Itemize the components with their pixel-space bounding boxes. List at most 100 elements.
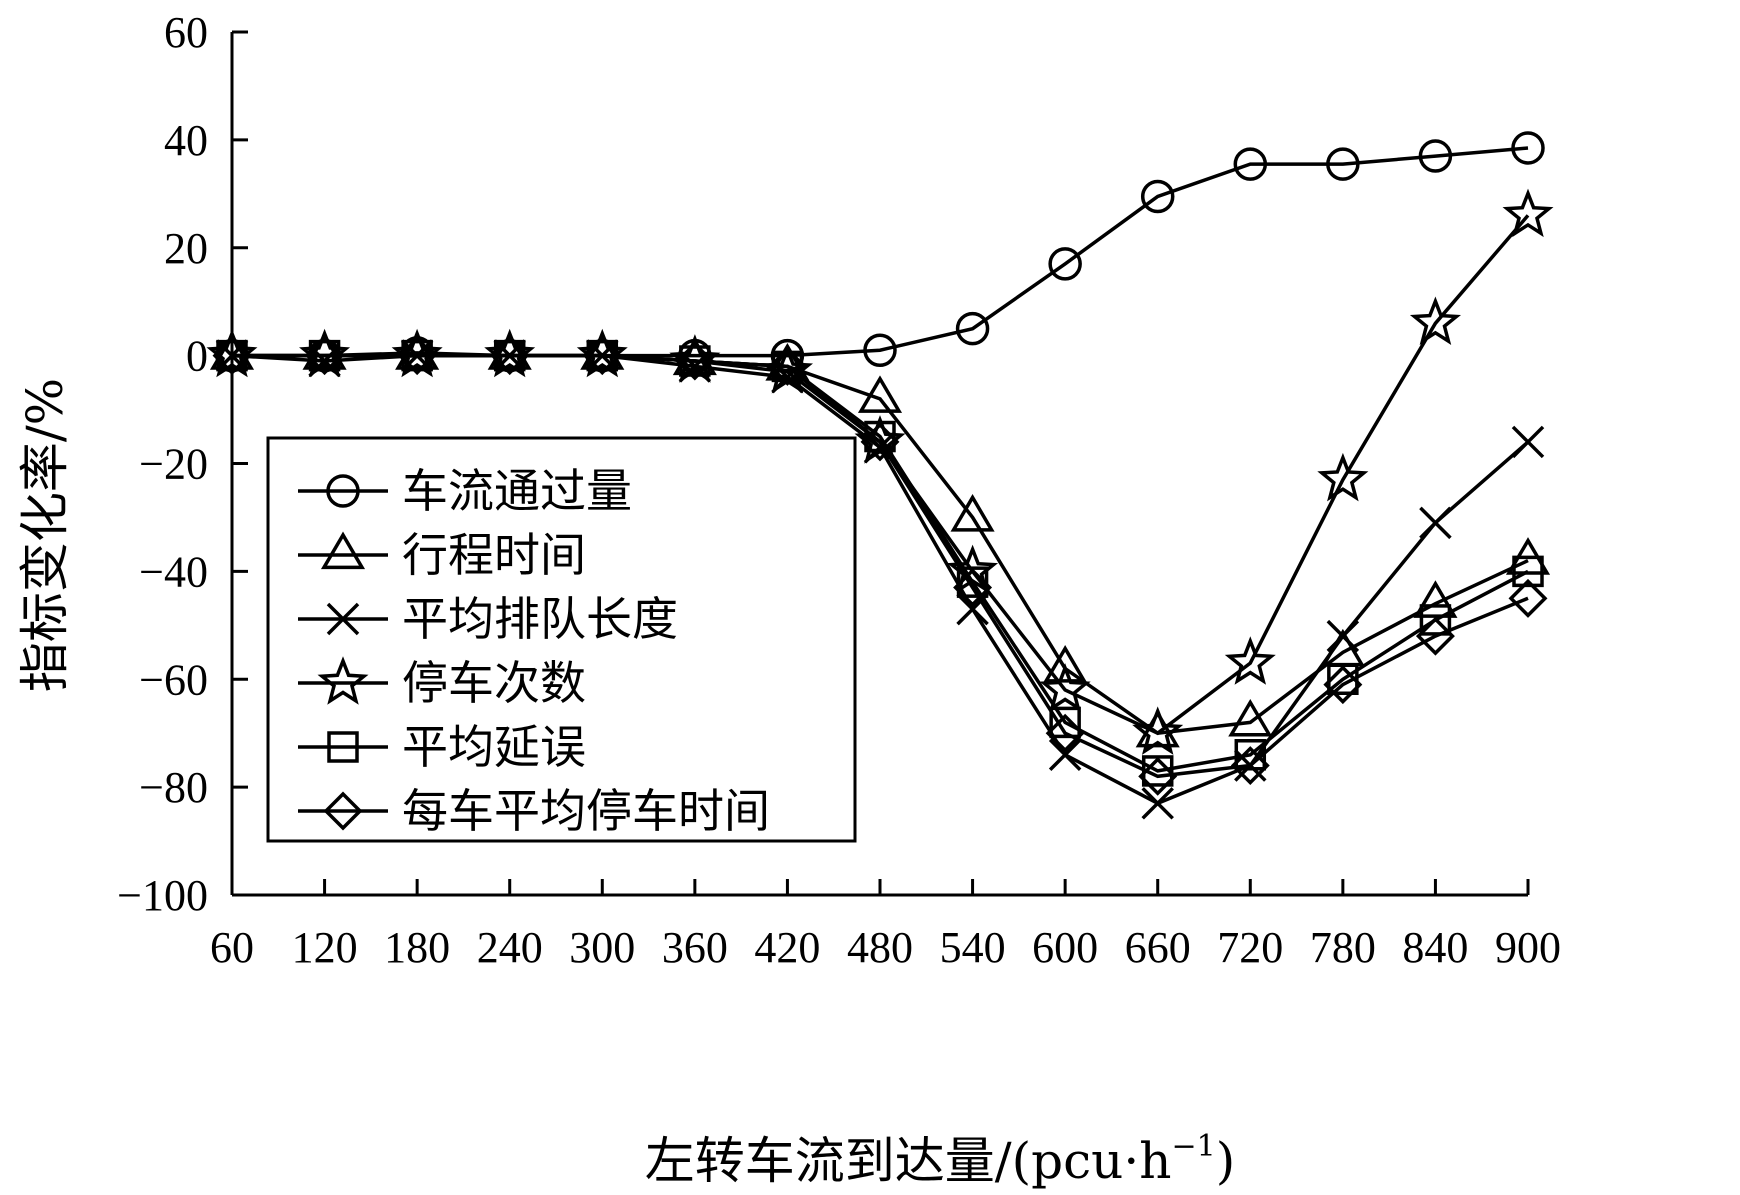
x-tick-label: 420 [754, 923, 820, 972]
data-point-diamond [675, 341, 715, 381]
data-point-diamond [860, 422, 900, 462]
x-tick-label: 180 [384, 923, 450, 972]
data-point-circle [955, 311, 990, 346]
legend-marker-star [317, 656, 369, 705]
data-point-star [299, 328, 351, 378]
legend-label: 每车平均停车时间 [402, 784, 770, 838]
data-point-star [484, 328, 536, 378]
data-point-cross [1419, 506, 1452, 540]
legend-item: 每车平均停车时间 [298, 784, 770, 838]
legend-marker-square [327, 731, 359, 763]
y-tick-label: 40 [164, 116, 208, 165]
data-point-circle [1511, 131, 1545, 165]
y-tick-label: 0 [186, 332, 208, 381]
legend-box [266, 436, 857, 843]
legend-item: 平均延误 [298, 720, 586, 774]
data-point-circle [1048, 247, 1082, 281]
data-point-star [669, 334, 721, 383]
x-tick-label: 780 [1310, 923, 1376, 972]
data-point-diamond [1415, 616, 1455, 656]
legend-item: 停车次数 [298, 656, 586, 710]
data-point-diamond [1138, 756, 1178, 796]
data-point-diamond [1230, 746, 1270, 786]
data-point-star [1132, 706, 1184, 755]
legend-label: 行程时间 [402, 528, 586, 582]
data-point-circle [1140, 179, 1175, 214]
data-point-triangle [857, 375, 903, 413]
series-layer [206, 131, 1554, 820]
data-point-triangle [1043, 645, 1088, 683]
legend-marker-circle [326, 474, 360, 508]
data-point-star [1409, 296, 1461, 346]
x-tick-label: 660 [1125, 923, 1191, 972]
data-point-circle [863, 333, 897, 367]
data-point-star [1502, 188, 1554, 238]
legend-item: 平均排队长度 [298, 592, 678, 646]
data-point-diamond [397, 336, 437, 376]
data-point-diamond [1323, 665, 1363, 705]
legend-item: 行程时间 [298, 528, 586, 582]
x-tick-label: 540 [940, 923, 1006, 972]
data-point-star [391, 328, 443, 378]
data-point-star [1039, 663, 1091, 712]
y-tick-label: −60 [139, 655, 208, 704]
data-point-star [1317, 452, 1369, 502]
series-diamond [212, 336, 1548, 796]
data-point-diamond [490, 336, 530, 376]
series-line [232, 146, 1529, 358]
x-tick-label: 360 [662, 923, 728, 972]
data-point-diamond [212, 336, 252, 376]
x-axis-title-superscript: −1 [1171, 1129, 1215, 1164]
x-axis-title-close: ) [1216, 1132, 1236, 1190]
x-tick-label: 60 [210, 923, 254, 972]
legend-label: 停车次数 [402, 656, 586, 710]
data-point-circle [1418, 139, 1453, 173]
series-line [232, 353, 1529, 779]
data-point-triangle [1413, 580, 1458, 618]
data-point-cross [1141, 787, 1174, 820]
legend-label: 车流通过量 [402, 464, 632, 518]
x-tick-label: 600 [1032, 923, 1098, 972]
data-point-square [1049, 706, 1081, 739]
data-point-cross [1326, 619, 1360, 653]
data-point-square [1512, 555, 1544, 588]
legend-label: 平均延误 [402, 720, 586, 774]
y-tick-label: −80 [139, 763, 208, 812]
legend-marker-triangle [320, 531, 366, 570]
y-tick-label: −100 [117, 871, 208, 920]
data-point-circle [1326, 147, 1360, 181]
x-tick-label: 480 [847, 923, 913, 972]
data-point-triangle [950, 493, 995, 532]
x-tick-label: 720 [1217, 923, 1283, 972]
x-tick-label: 900 [1495, 923, 1561, 972]
data-point-star [206, 328, 258, 378]
legend-marker-diamond [323, 791, 363, 831]
x-tick-label: 240 [477, 923, 543, 972]
x-tick-label: 840 [1402, 923, 1468, 972]
data-point-diamond [953, 568, 993, 608]
data-point-diamond [582, 336, 622, 376]
data-point-diamond [767, 346, 807, 386]
data-point-diamond [1508, 578, 1548, 618]
data-point-square [1419, 604, 1452, 636]
data-point-diamond [1045, 713, 1085, 753]
data-point-star [1224, 636, 1276, 685]
x-tick-label: 300 [569, 923, 635, 972]
x-axis-title: 左转车流到达量/(pcu·h−1) [645, 1129, 1235, 1190]
y-tick-label: −20 [139, 440, 208, 489]
y-tick-label: −40 [139, 547, 208, 596]
legend-item: 车流通过量 [298, 464, 632, 518]
data-point-diamond [305, 336, 345, 376]
y-axis-title: 指标变化率/% [16, 378, 74, 692]
y-tick-label: 60 [164, 8, 208, 57]
legend-marker-cross [326, 602, 360, 636]
x-axis-title-main: 左转车流到达量/(pcu·h [645, 1132, 1172, 1190]
x-tick-label: 120 [292, 923, 358, 972]
data-point-circle [1233, 147, 1268, 181]
data-point-cross [1511, 425, 1545, 459]
data-point-star [576, 328, 628, 378]
data-point-triangle [1228, 698, 1273, 737]
